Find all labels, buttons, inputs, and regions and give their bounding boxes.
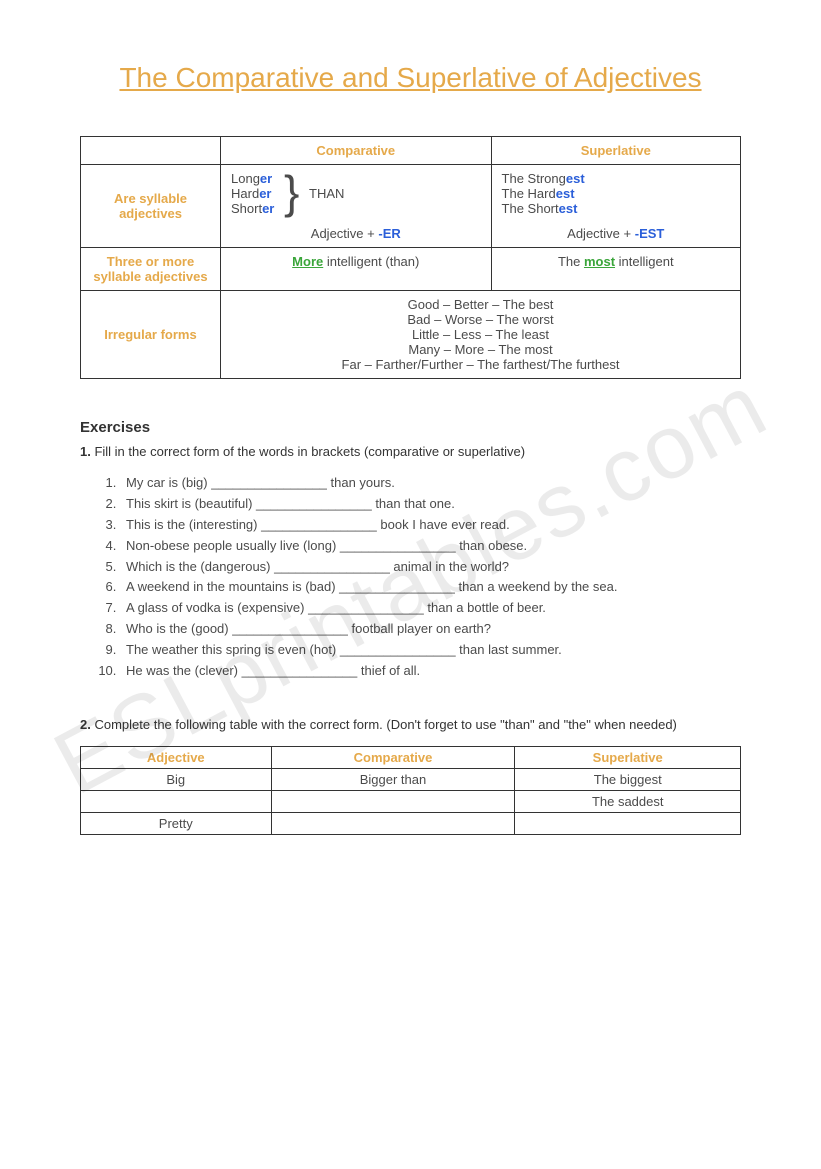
list-item: He was the (clever) ________________ thi… xyxy=(120,661,741,682)
list-item: My car is (big) ________________ than yo… xyxy=(120,473,741,494)
row2-label: Three or more syllable adjectives xyxy=(81,248,221,291)
sup-formula-prefix: Adjective + xyxy=(567,226,635,241)
header-comparative: Comparative xyxy=(221,137,492,165)
irregular-line-5: Far – Farther/Further – The farthest/The… xyxy=(231,357,730,372)
ex2-cell xyxy=(515,813,741,835)
suffix-er-3: er xyxy=(262,201,274,216)
most-rest: intelligent xyxy=(615,254,674,269)
comp-word-1: Long xyxy=(231,171,260,186)
exercise1-text: Fill in the correct form of the words in… xyxy=(91,444,525,459)
sup-word-2: The Hard xyxy=(502,186,556,201)
row1-label: Are syllable adjectives xyxy=(81,165,221,248)
exercise2-intro: 2. Complete the following table with the… xyxy=(80,717,741,732)
exercise1-number: 1. xyxy=(80,444,91,459)
exercise1-intro: 1. Fill in the correct form of the words… xyxy=(80,444,741,459)
ex2-cell xyxy=(81,791,272,813)
comp-formula-suffix: -ER xyxy=(378,226,400,241)
list-item: This skirt is (beautiful) ______________… xyxy=(120,494,741,515)
irregular-line-1: Good – Better – The best xyxy=(231,297,730,312)
list-item: Which is the (dangerous) _______________… xyxy=(120,557,741,578)
row3-content: Good – Better – The best Bad – Worse – T… xyxy=(221,291,741,379)
empty-corner xyxy=(81,137,221,165)
irregular-line-4: Many – More – The most xyxy=(231,342,730,357)
ex2-cell: Pretty xyxy=(81,813,272,835)
page-title: The Comparative and Superlative of Adjec… xyxy=(80,60,741,96)
sup-word-3: The Short xyxy=(502,201,559,216)
comp-formula-prefix: Adjective + xyxy=(311,226,379,241)
exercise2-number: 2. xyxy=(80,717,91,732)
irregular-line-2: Bad – Worse – The worst xyxy=(231,312,730,327)
suffix-est-2: est xyxy=(556,186,575,201)
list-item: A weekend in the mountains is (bad) ____… xyxy=(120,577,741,598)
row1-comparative: Longer Harder Shorter } THAN Adjective +… xyxy=(221,165,492,248)
ex2-cell xyxy=(271,813,515,835)
grammar-table: Comparative Superlative Are syllable adj… xyxy=(80,136,741,379)
list-item: A glass of vodka is (expensive) ________… xyxy=(120,598,741,619)
ex2-cell: The saddest xyxy=(515,791,741,813)
exercises-heading: Exercises xyxy=(80,419,741,436)
suffix-er-2: er xyxy=(259,186,271,201)
sup-formula-suffix: -EST xyxy=(635,226,665,241)
list-item: The weather this spring is even (hot) __… xyxy=(120,640,741,661)
ex2-header-superlative: Superlative xyxy=(515,747,741,769)
ex2-cell: Big xyxy=(81,769,272,791)
row1-superlative: The Strongest The Hardest The Shortest A… xyxy=(491,165,740,248)
ex2-header-adjective: Adjective xyxy=(81,747,272,769)
exercise2-text: Complete the following table with the co… xyxy=(91,717,677,732)
header-superlative: Superlative xyxy=(491,137,740,165)
suffix-est-1: est xyxy=(566,171,585,186)
exercise2-table: Adjective Comparative Superlative Big Bi… xyxy=(80,746,741,835)
more-label: More xyxy=(292,254,323,269)
list-item: Who is the (good) ________________ footb… xyxy=(120,619,741,640)
table-row: Pretty xyxy=(81,813,741,835)
irregular-line-3: Little – Less – The least xyxy=(231,327,730,342)
row2-superlative: The most intelligent xyxy=(491,248,740,291)
table-row: The saddest xyxy=(81,791,741,813)
ex2-header-comparative: Comparative xyxy=(271,747,515,769)
comp-word-2: Hard xyxy=(231,186,259,201)
row3-label: Irregular forms xyxy=(81,291,221,379)
than-label: THAN xyxy=(309,186,344,201)
comp-word-3: Short xyxy=(231,201,262,216)
exercise1-list: My car is (big) ________________ than yo… xyxy=(120,473,741,681)
more-rest: intelligent (than) xyxy=(323,254,419,269)
sup-pre: The xyxy=(558,254,584,269)
ex2-cell: The biggest xyxy=(515,769,741,791)
ex2-cell: Bigger than xyxy=(271,769,515,791)
most-label: most xyxy=(584,254,615,269)
table-row: Big Bigger than The biggest xyxy=(81,769,741,791)
suffix-est-3: est xyxy=(559,201,578,216)
ex2-cell xyxy=(271,791,515,813)
suffix-er-1: er xyxy=(260,171,272,186)
list-item: Non-obese people usually live (long) ___… xyxy=(120,536,741,557)
row2-comparative: More intelligent (than) xyxy=(221,248,492,291)
sup-word-1: The Strong xyxy=(502,171,566,186)
list-item: This is the (interesting) ______________… xyxy=(120,515,741,536)
